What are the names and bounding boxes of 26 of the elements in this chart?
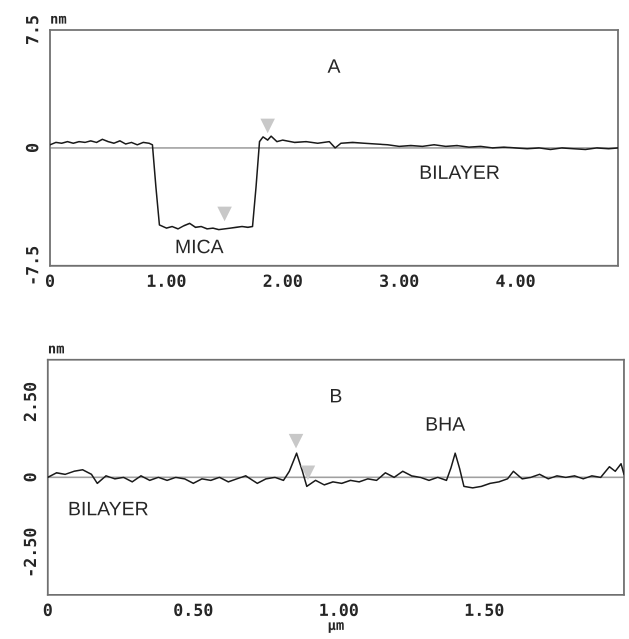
x-tick-label: 1.00 <box>148 274 186 288</box>
x-tick-label: 1.00 <box>320 604 358 616</box>
x-axis-title: µm <box>328 622 344 633</box>
x-tick-label: 4.00 <box>496 274 535 288</box>
y-tick-label: 2.50 <box>24 382 36 422</box>
y-tick-label: 0 <box>26 144 38 152</box>
x-tick-label: 0.50 <box>174 604 212 616</box>
text: B <box>330 389 342 402</box>
y-tick-label: 7.5 <box>26 16 38 44</box>
line-series <box>50 135 618 230</box>
y-axis-title: nm <box>51 16 66 24</box>
annotation: BILAYER <box>420 166 499 179</box>
annotation: BHA <box>426 417 466 431</box>
x-tick-label: 2.00 <box>264 274 302 288</box>
y-tick-label: 0 <box>24 473 36 482</box>
x-tick-label: 3.00 <box>380 274 418 288</box>
y-tick-label: -7.5 <box>26 246 38 284</box>
annotation: MICA <box>176 240 224 254</box>
x-tick-label: 1.50 <box>466 604 504 616</box>
text: A <box>328 59 340 73</box>
annotation: BILAYER <box>70 502 148 516</box>
y-axis-title: nm <box>48 346 64 354</box>
x-tick-label: 0 <box>44 604 52 616</box>
x-tick-label: 0 <box>46 274 54 288</box>
line-series <box>48 452 624 489</box>
y-tick-label: -2.50 <box>24 528 36 576</box>
